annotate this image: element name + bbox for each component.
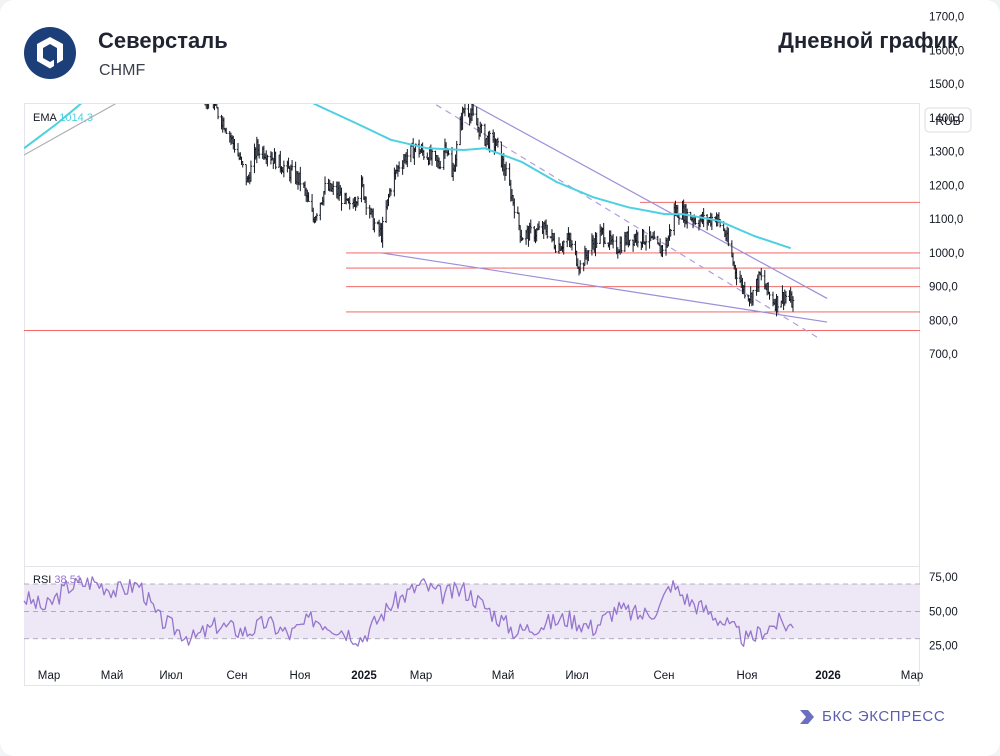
- brand-name: БКС ЭКСПРЕСС: [822, 708, 946, 725]
- time-tick-label: Сен: [653, 670, 674, 682]
- ema-line: [24, 104, 792, 250]
- price-chart: RUB EMA 1014,3 RSI 38,51 1900,01800,0170…: [23, 12, 972, 686]
- time-tick-label: 2026: [815, 670, 841, 682]
- price-tick-label: 700,0: [929, 349, 958, 361]
- time-tick-label: Мар: [410, 670, 433, 682]
- price-tick-label: 1000,0: [929, 248, 964, 260]
- ema-value: 1014,3: [59, 112, 93, 124]
- price-pane: [24, 104, 920, 340]
- price-tick-label: 1500,0: [929, 79, 964, 91]
- rsi-tick-label: 25,00: [929, 641, 958, 653]
- chart-title: Дневной график: [778, 28, 958, 53]
- time-tick-label: 2025: [351, 670, 377, 682]
- chart-area-border: [24, 103, 920, 686]
- price-tick-label: 800,0: [929, 315, 958, 327]
- time-tick-label: Сен: [226, 670, 247, 682]
- time-tick-label: Мар: [901, 670, 924, 682]
- currency-box: [924, 107, 972, 133]
- time-tick-label: Июл: [159, 670, 182, 682]
- company-name: Северсталь: [98, 28, 228, 53]
- price-tick-label: 1200,0: [929, 180, 964, 192]
- footer-brand: БКС ЭКСПРЕСС: [798, 708, 945, 725]
- time-tick-label: Май: [492, 670, 515, 682]
- time-tick-label: Июл: [565, 670, 588, 682]
- trend-line: [24, 104, 117, 156]
- price-tick-label: 1100,0: [929, 214, 963, 226]
- price-tick-label: 1600,0: [929, 45, 964, 57]
- severstal-logo-icon: [24, 27, 76, 79]
- rsi-tick-label: 50,00: [929, 606, 958, 618]
- time-tick-label: Май: [101, 670, 124, 682]
- currency-label: RUB: [935, 114, 960, 128]
- price-tick-label: 1400,0: [929, 113, 964, 125]
- rsi-tick-label: 75,00: [929, 572, 958, 584]
- time-tick-label: Мар: [38, 670, 61, 682]
- bks-logo-icon: [800, 709, 814, 724]
- time-tick-label: Ноя: [290, 670, 311, 682]
- rsi-line: [23, 576, 794, 647]
- price-tick-label: 900,0: [929, 282, 958, 294]
- trend-line: [381, 252, 828, 323]
- trend-line: [470, 104, 828, 299]
- time-tick-label: Ноя: [737, 670, 758, 682]
- ticker-symbol: CHMF: [99, 62, 146, 79]
- price-tick-label: 1700,0: [929, 12, 964, 24]
- rsi-label: RSI 38,51: [33, 574, 82, 586]
- ema-label: EMA 1014,3: [33, 112, 93, 124]
- price-tick-label: 1300,0: [929, 147, 964, 159]
